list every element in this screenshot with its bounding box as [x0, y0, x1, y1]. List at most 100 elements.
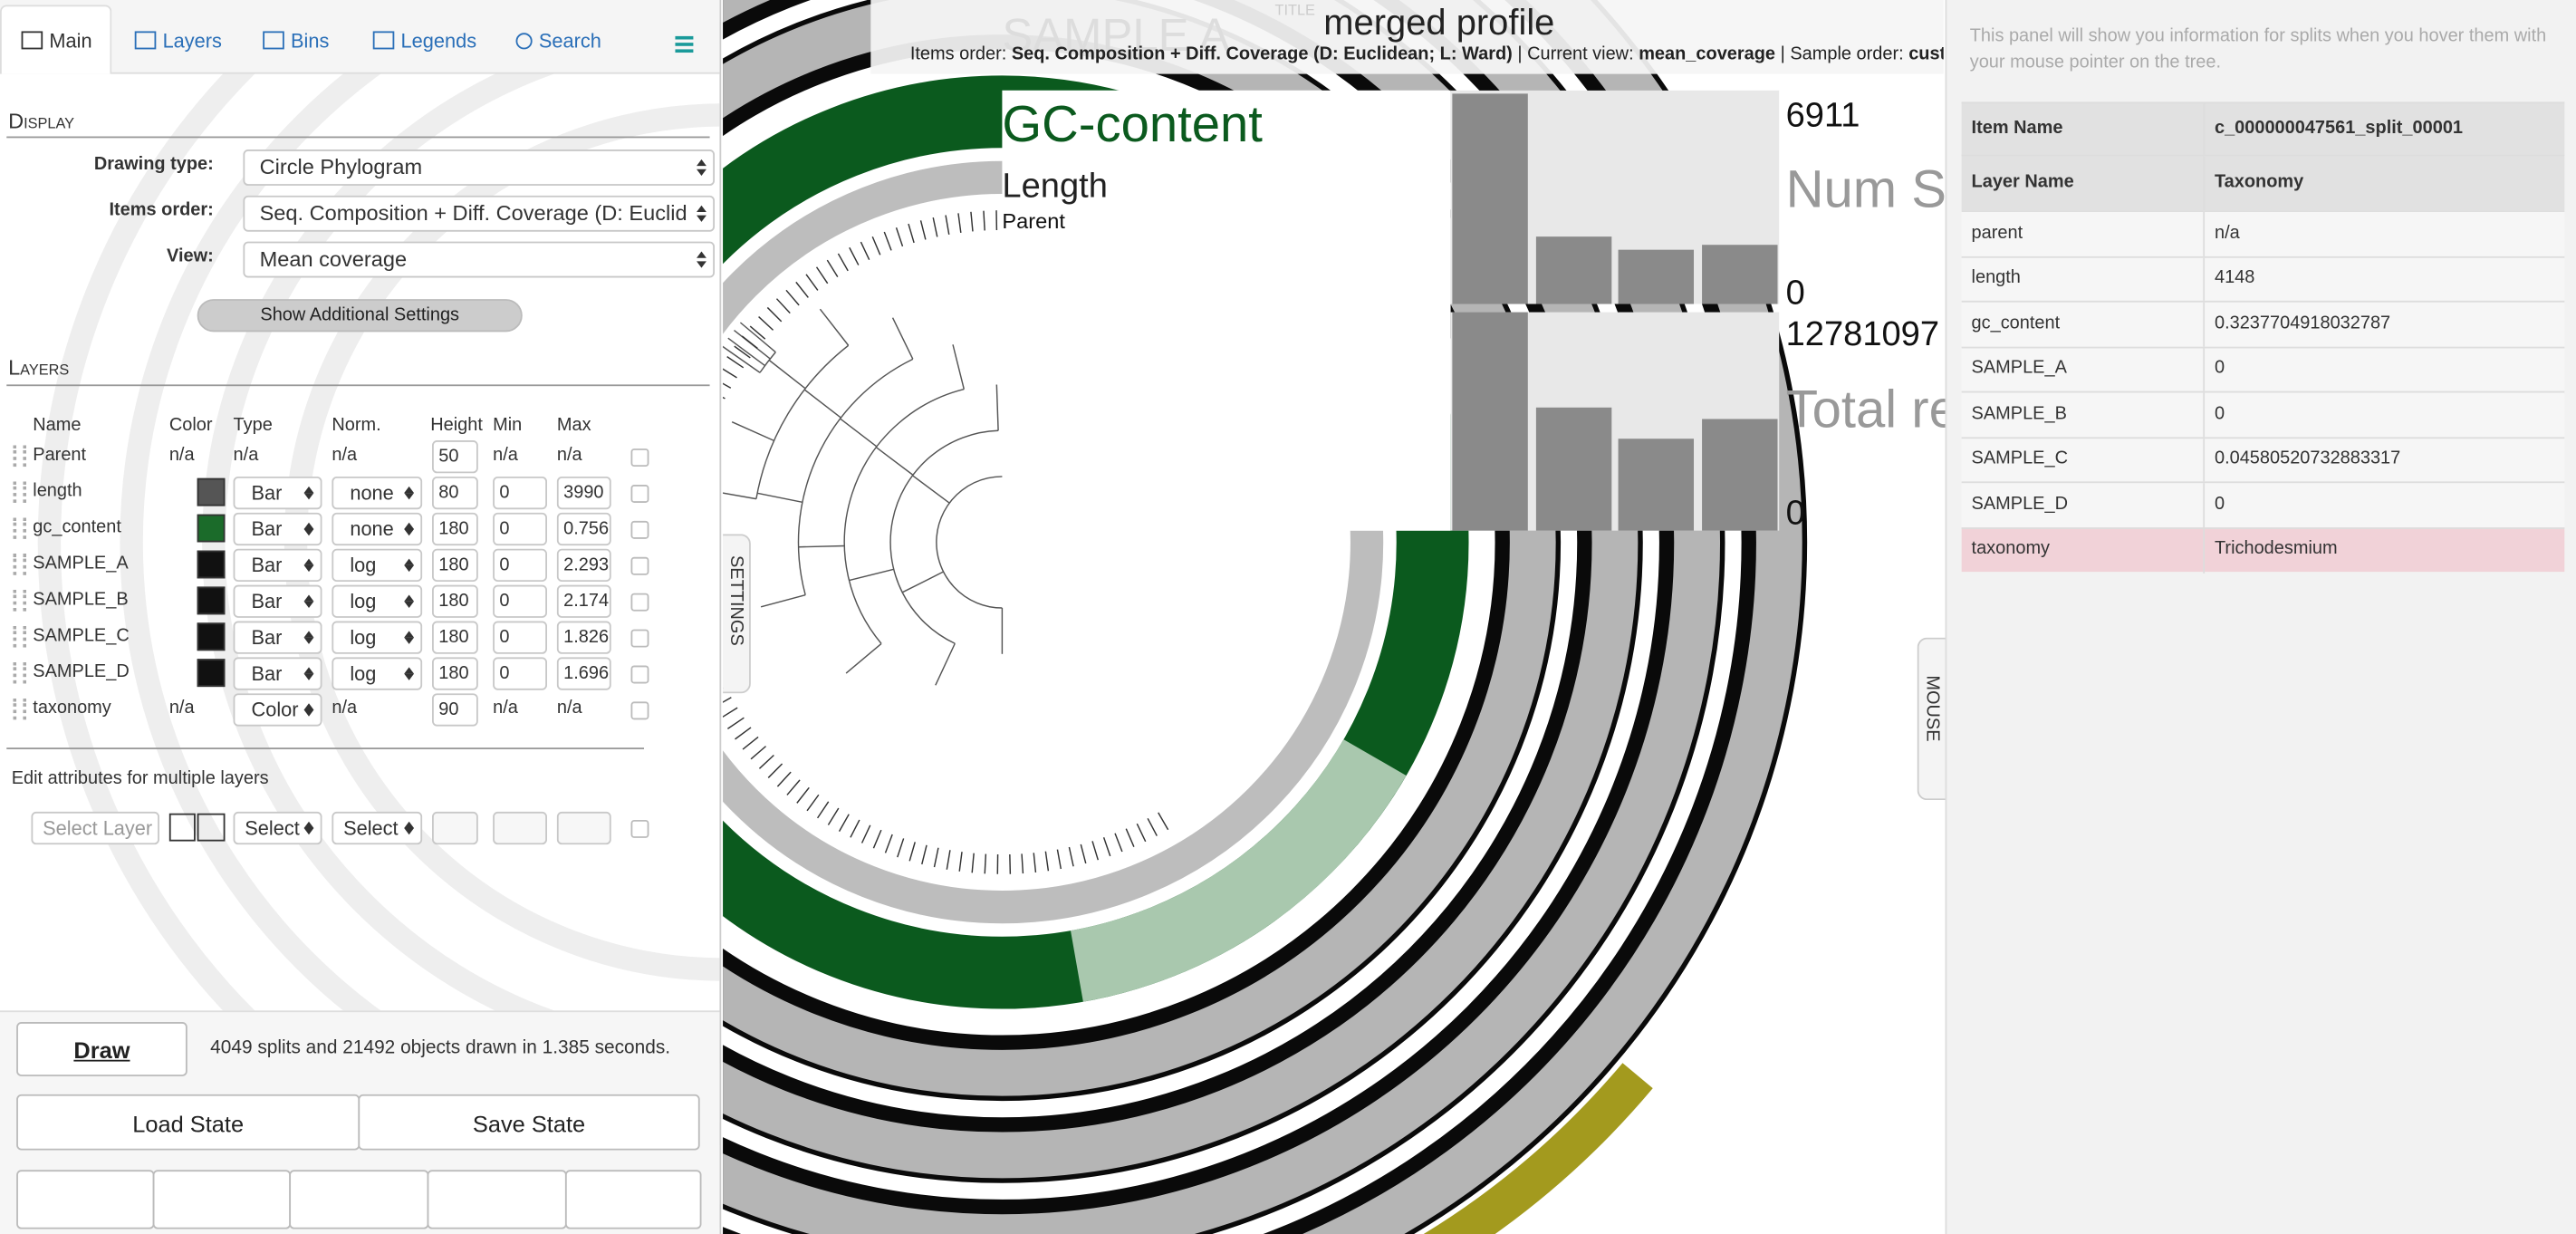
height-input[interactable]: 90 — [432, 693, 478, 727]
min-input[interactable]: 0 — [493, 621, 547, 654]
save-svg-button[interactable] — [564, 1170, 702, 1229]
height-input[interactable]: 180 — [432, 548, 478, 583]
height-input[interactable]: 180 — [432, 584, 478, 618]
menu-icon[interactable] — [675, 35, 694, 40]
norm-select[interactable]: log — [332, 621, 423, 654]
height-input[interactable]: 180 — [432, 512, 478, 546]
type-select[interactable]: Color — [233, 693, 322, 727]
mouse-tab[interactable]: MOUSE — [1917, 637, 1946, 801]
norm-select[interactable]: log — [332, 657, 423, 690]
min-input[interactable]: 0 — [493, 584, 547, 618]
norm-select[interactable]: Select — [332, 811, 423, 845]
drag-handle[interactable] — [13, 517, 27, 539]
tab-bar — [0, 0, 720, 74]
color-swatch[interactable] — [197, 659, 226, 688]
drag-handle[interactable] — [13, 661, 27, 684]
norm-select[interactable]: none — [332, 512, 423, 546]
norm-select[interactable]: none — [332, 476, 423, 510]
additional-settings-button[interactable]: Show Additional Settings — [197, 299, 523, 333]
checkbox[interactable] — [630, 556, 649, 575]
tab-bins[interactable]: Bins — [263, 0, 329, 72]
tab-layers[interactable]: Layers — [134, 0, 222, 72]
type-select[interactable]: Bar — [233, 512, 322, 546]
height-input[interactable]: 180 — [432, 657, 478, 690]
zoom-in-button[interactable] — [16, 1170, 155, 1229]
min-input[interactable]: 0 — [493, 548, 547, 583]
color-swatch[interactable] — [168, 813, 196, 842]
color-swatch[interactable] — [197, 477, 226, 506]
max-input[interactable]: 1.696 — [556, 657, 611, 690]
type-select[interactable]: Bar — [233, 548, 322, 583]
save-state-button[interactable]: Save State — [358, 1094, 700, 1151]
max-input[interactable]: 3990 — [556, 476, 611, 510]
color-swatch[interactable] — [197, 622, 226, 651]
tree-leaf — [815, 266, 829, 284]
column-header: Height — [430, 415, 483, 436]
checkbox[interactable] — [630, 629, 649, 648]
max-input[interactable]: 1.826 — [556, 621, 611, 654]
max-input[interactable] — [556, 811, 611, 845]
draw-button[interactable]: Draw — [16, 1022, 187, 1076]
height-input[interactable] — [432, 811, 478, 845]
drag-handle[interactable] — [13, 590, 27, 612]
type-select[interactable]: Bar — [233, 657, 322, 690]
checkbox[interactable] — [630, 701, 649, 720]
cell-divider — [2203, 528, 2206, 574]
drag-handle[interactable] — [13, 481, 27, 503]
height-input[interactable]: 80 — [432, 476, 478, 510]
type-select[interactable]: Select — [233, 811, 322, 845]
column-header: Name — [33, 415, 82, 436]
color-swatch[interactable] — [197, 813, 226, 842]
center-button[interactable] — [289, 1170, 429, 1229]
tab-legends[interactable]: Legends — [372, 0, 476, 72]
view-select[interactable]: Mean coverage — [243, 241, 715, 278]
max-input[interactable]: 2.293 — [556, 548, 611, 583]
color-swatch[interactable] — [197, 586, 226, 615]
type-select[interactable]: Bar — [233, 621, 322, 654]
norm-select[interactable]: log — [332, 548, 423, 583]
tree-leaf — [945, 215, 950, 236]
tree-leaf — [1114, 833, 1123, 853]
column-header: Min — [493, 415, 523, 436]
drag-handle[interactable] — [13, 554, 27, 575]
tree-leaf — [826, 259, 839, 278]
min-input[interactable]: 0 — [493, 512, 547, 546]
layer-name: taxonomy — [33, 698, 111, 718]
min-input[interactable] — [493, 811, 547, 845]
min-input[interactable]: 0 — [493, 476, 547, 510]
info-key: SAMPLE_C — [1971, 448, 2069, 469]
tab-search[interactable]: Search — [515, 0, 601, 72]
checkbox[interactable] — [630, 819, 649, 838]
settings-tab[interactable]: SETTINGS — [723, 534, 751, 694]
load-state-button[interactable]: Load State — [16, 1094, 360, 1151]
checkbox[interactable] — [630, 520, 649, 539]
side-tab-label: SETTINGS — [726, 554, 746, 646]
items-order-select[interactable]: Seq. Composition + Diff. Coverage (D: Eu… — [243, 195, 715, 232]
download-button[interactable] — [427, 1170, 567, 1229]
color-swatch[interactable] — [197, 550, 226, 579]
norm-select[interactable]: log — [332, 584, 423, 618]
drag-handle[interactable] — [13, 445, 27, 468]
max-input[interactable]: 0.756 — [556, 512, 611, 546]
max-input[interactable]: 2.174 — [556, 584, 611, 618]
type-select[interactable]: Bar — [233, 584, 322, 618]
checkbox[interactable] — [630, 485, 649, 503]
order-info: Items order: Seq. Composition + Diff. Co… — [910, 44, 1944, 64]
tree-leaf — [723, 697, 732, 703]
type-select[interactable]: Bar — [233, 476, 322, 510]
tree-leaf — [749, 325, 766, 340]
checkbox[interactable] — [630, 593, 649, 612]
color-swatch[interactable] — [197, 514, 226, 543]
drawing-type-select[interactable]: Circle Phylogram — [243, 149, 715, 186]
tab-main[interactable]: Main — [21, 0, 92, 72]
checkbox[interactable] — [630, 665, 649, 684]
select-layer-input[interactable]: Select Layer — [31, 811, 159, 845]
drag-handle[interactable] — [13, 625, 27, 648]
checkbox[interactable] — [630, 448, 649, 468]
height-input[interactable]: 180 — [432, 621, 478, 654]
header-overlay — [870, 0, 1944, 74]
zoom-out-button[interactable] — [152, 1170, 292, 1229]
drag-handle[interactable] — [13, 698, 27, 720]
min-input[interactable]: 0 — [493, 657, 547, 690]
height-input[interactable]: 50 — [432, 440, 478, 474]
